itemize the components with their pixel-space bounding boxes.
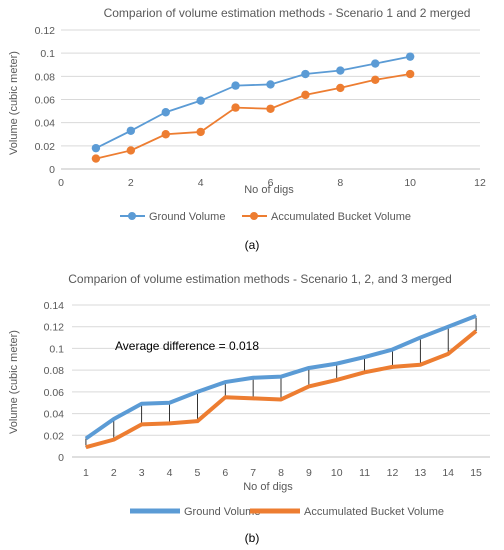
chart-b-ytick-label: 0.12: [44, 322, 65, 334]
chart-b-xtick-label: 9: [306, 467, 312, 479]
chart-a-point-0: [371, 59, 380, 68]
chart-a-caption: (a): [245, 238, 260, 252]
chart-a-point-0: [91, 143, 101, 153]
chart-a-ytick-label: 0: [49, 164, 55, 176]
chart-a-point-1: [161, 130, 170, 139]
chart-b-ytick-label: 0.02: [44, 430, 65, 442]
chart-b-xtick-label: 1: [83, 467, 89, 479]
chart-b-xtick-label: 10: [331, 467, 343, 479]
chart-a-series-line-1: [95, 73, 411, 160]
chart-a-legend-ground-label: Ground Volume: [149, 211, 225, 223]
chart-b-legend-bucket-label: Accumulated Bucket Volume: [304, 506, 444, 518]
chart-a-xtick-label: 12: [474, 177, 486, 189]
chart-a-point-0: [161, 108, 170, 117]
chart-a-point-1: [371, 75, 380, 85]
chart-a-xtick-label: 8: [337, 177, 343, 189]
chart-a-title: Comparion of volume estimation methods -…: [104, 6, 471, 20]
chart-b: Comparion of volume estimation methods -…: [8, 272, 490, 545]
chart-a-point-0: [336, 66, 345, 75]
chart-b-ytick-label: 0.1: [49, 343, 64, 355]
chart-a-legend-bucket-marker: [250, 212, 258, 220]
chart-a-xtick-label: 2: [128, 177, 134, 189]
chart-b-ytick-label: 0: [58, 452, 64, 464]
chart-a-point-0: [126, 126, 136, 135]
chart-a-point-0: [266, 80, 275, 89]
chart-a-xtick-label: 10: [404, 177, 416, 189]
chart-a-point-1: [91, 154, 101, 163]
chart-b-xtick-label: 3: [139, 467, 145, 479]
chart-b-legend: Ground Volume Accumulated Bucket Volume: [130, 506, 444, 518]
chart-a-ytick-label: 0.06: [35, 95, 56, 107]
chart-a-point-0: [405, 52, 415, 61]
chart-a-xtick-label: 6: [268, 177, 274, 189]
chart-a-point-1: [266, 104, 275, 113]
chart-b-ylabel: Volume (cubic meter): [8, 330, 20, 434]
chart-b-series-line-1: [85, 329, 478, 450]
chart-b-legend-ground-label: Ground Volume: [184, 506, 260, 518]
chart-b-xtick-label: 14: [442, 467, 454, 479]
chart-a-legend-bucket-label: Accumulated Bucket Volume: [271, 211, 411, 223]
chart-a-point-1: [301, 90, 310, 100]
chart-b-xtick-label: 15: [470, 467, 482, 479]
chart-a-legend: Ground Volume Accumulated Bucket Volume: [120, 211, 411, 223]
chart-a-ytick-label: 0.12: [35, 25, 56, 37]
chart-a-point-0: [301, 69, 310, 79]
chart-b-annotation: Average difference = 0.018: [115, 339, 259, 353]
chart-a: Comparion of volume estimation methods -…: [8, 6, 486, 252]
chart-a-point-1: [231, 103, 240, 112]
chart-b-ytick-label: 0.06: [44, 387, 65, 399]
chart-b-ytick-label: 0.08: [44, 365, 65, 377]
chart-b-ytick-label: 0.04: [44, 409, 65, 421]
chart-b-xtick-label: 11: [359, 467, 370, 479]
chart-a-series-line-0: [95, 55, 411, 149]
chart-b-xtick-label: 13: [414, 467, 426, 479]
chart-b-xlabel: No of digs: [243, 481, 293, 493]
chart-b-xtick-label: 2: [111, 467, 117, 479]
chart-b-xtick-label: 4: [167, 467, 173, 479]
chart-a-xtick-label: 0: [58, 177, 64, 189]
chart-b-caption: (b): [245, 531, 260, 545]
chart-b-ytick-label: 0.14: [44, 300, 65, 312]
chart-a-xtick-label: 4: [198, 177, 204, 189]
chart-a-point-1: [405, 69, 415, 79]
chart-a-legend-ground-marker: [128, 212, 136, 220]
chart-b-title: Comparion of volume estimation methods -…: [68, 272, 452, 286]
chart-a-point-1: [196, 127, 205, 137]
chart-a-ytick-label: 0.08: [35, 71, 56, 83]
chart-a-ytick-label: 0.1: [40, 48, 55, 60]
chart-a-point-0: [231, 81, 240, 90]
chart-a-point-1: [336, 83, 345, 93]
chart-a-ylabel: Volume (cubic meter): [8, 51, 20, 155]
chart-b-xtick-label: 8: [278, 467, 284, 479]
chart-b-series-line-0: [84, 313, 477, 441]
chart-b-xtick-label: 7: [250, 467, 256, 479]
chart-a-ytick-label: 0.04: [35, 118, 56, 130]
chart-b-xtick-label: 6: [222, 467, 228, 479]
chart-a-ytick-label: 0.02: [35, 141, 56, 153]
chart-a-point-1: [126, 146, 136, 155]
chart-a-point-0: [196, 96, 205, 105]
chart-b-xtick-label: 12: [387, 467, 399, 479]
chart-b-xtick-label: 5: [194, 467, 200, 479]
chart-a-xlabel: No of digs: [244, 184, 294, 196]
